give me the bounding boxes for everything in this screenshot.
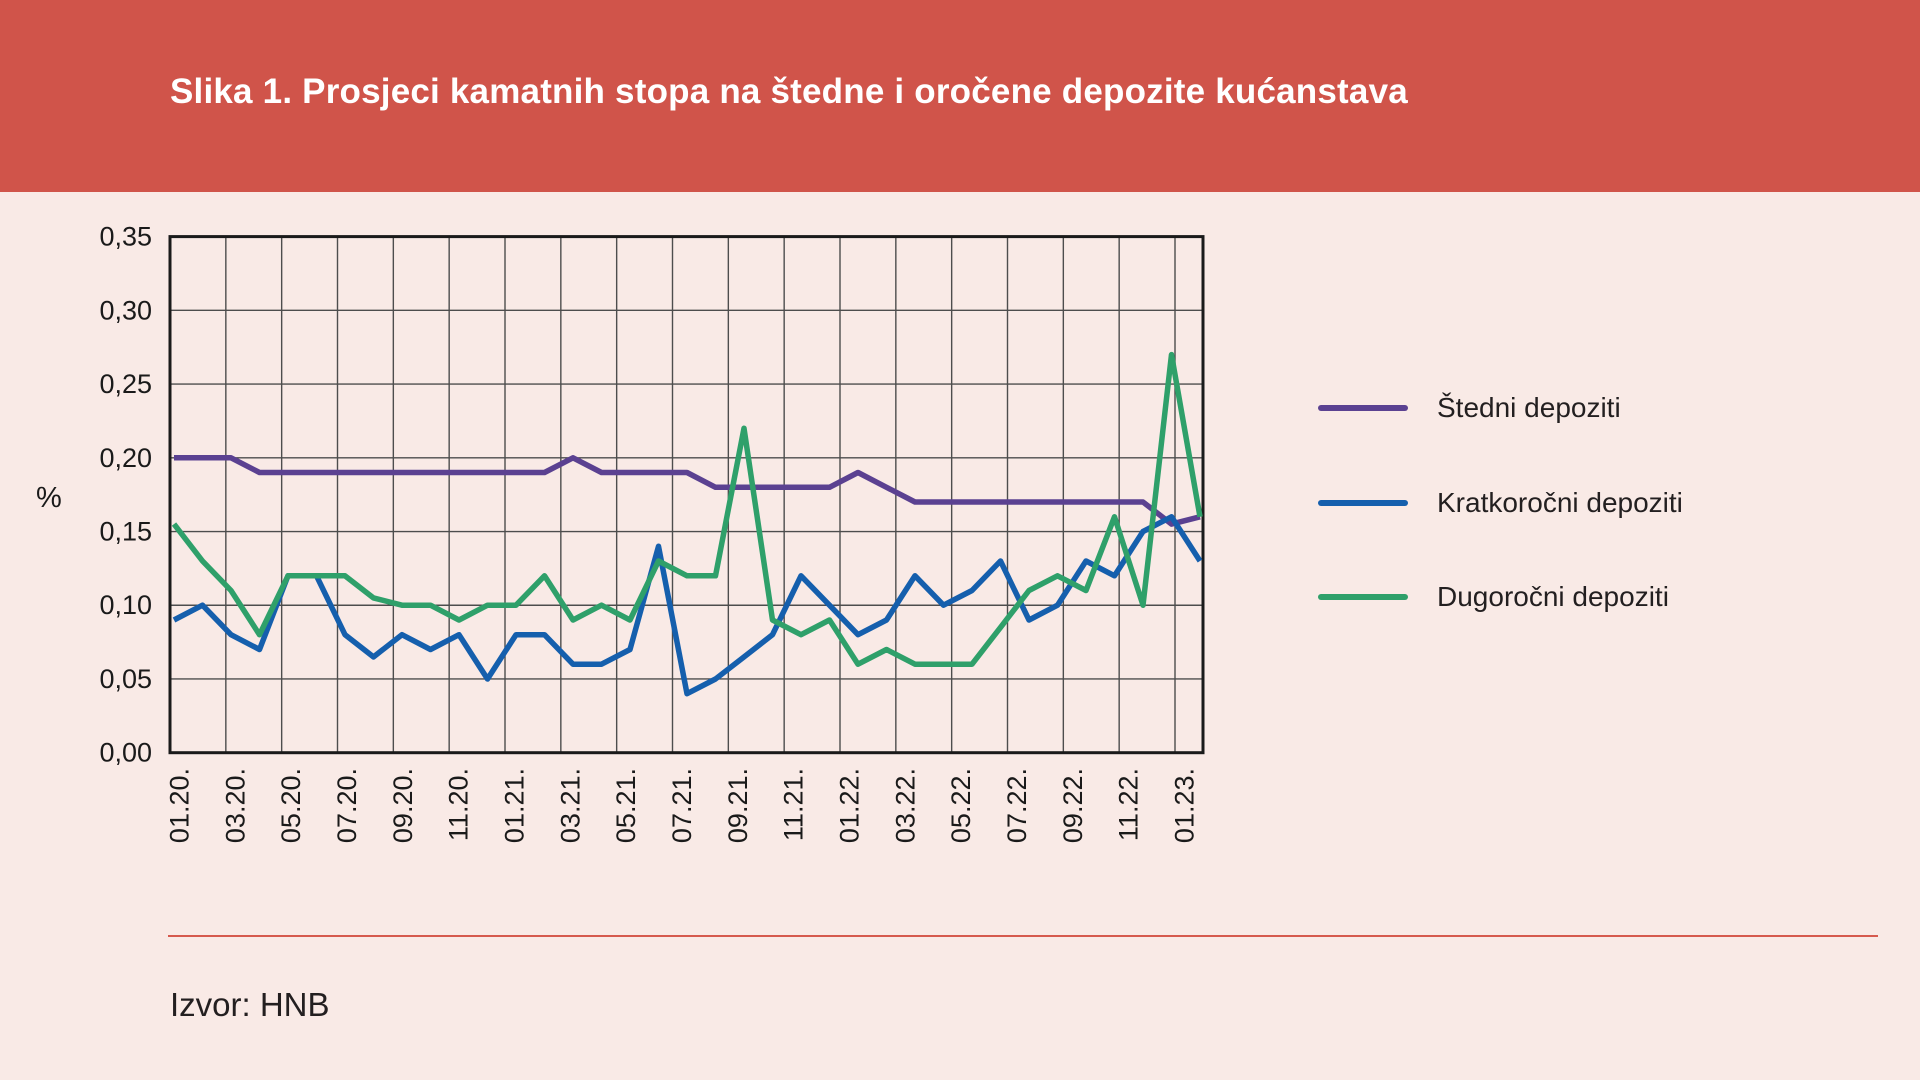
legend-item-dugorocni: Dugoročni depoziti bbox=[1318, 577, 1669, 617]
figure-title: Slika 1. Prosjeci kamatnih stopa na šted… bbox=[170, 72, 1408, 111]
y-tick-label: 0,30 bbox=[99, 295, 152, 325]
x-tick-label: 05.21. bbox=[611, 768, 641, 843]
x-tick-label: 03.22. bbox=[890, 768, 920, 843]
title-banner: Slika 1. Prosjeci kamatnih stopa na šted… bbox=[0, 0, 1920, 192]
x-tick-label: 03.21. bbox=[555, 768, 585, 843]
x-tick-label: 01.21. bbox=[500, 768, 530, 843]
x-tick-label: 11.21. bbox=[779, 768, 809, 841]
x-tick-label: 01.22. bbox=[835, 768, 865, 843]
x-tick-label: 05.22. bbox=[946, 768, 976, 843]
legend-line-swatch bbox=[1318, 594, 1408, 600]
y-tick-label: 0,00 bbox=[99, 738, 152, 768]
source-note: Izvor: HNB bbox=[170, 986, 330, 1023]
x-tick-label: 05.20. bbox=[276, 768, 306, 843]
y-tick-label: 0,15 bbox=[99, 517, 152, 547]
legend-item-stedni: Štedni depoziti bbox=[1318, 388, 1621, 428]
x-tick-label: 07.22. bbox=[1002, 768, 1032, 843]
legend-item-kratkorocni: Kratkoročni depoziti bbox=[1318, 483, 1683, 523]
y-tick-label: 0,10 bbox=[99, 590, 152, 620]
legend-line-swatch bbox=[1318, 500, 1408, 506]
x-tick-label: 09.22. bbox=[1058, 768, 1088, 843]
x-tick-label: 11.20. bbox=[444, 768, 474, 841]
x-tick-label: 07.21. bbox=[667, 768, 697, 843]
footer-divider bbox=[168, 935, 1878, 937]
y-tick-label: 0,05 bbox=[99, 664, 152, 694]
legend-label: Štedni depoziti bbox=[1437, 392, 1621, 423]
series-line-1 bbox=[172, 514, 1203, 697]
plot-frame bbox=[168, 235, 1205, 755]
legend-label: Dugoročni depoziti bbox=[1437, 581, 1669, 612]
x-tick-label: 01.23. bbox=[1170, 768, 1200, 843]
series-line-2 bbox=[171, 351, 1203, 667]
x-tick-label: 07.20. bbox=[332, 768, 362, 843]
y-tick-label: 0,25 bbox=[99, 369, 152, 399]
series-line-0 bbox=[174, 455, 1201, 527]
y-tick-label: 0,20 bbox=[99, 443, 152, 473]
y-tick-label: 0,35 bbox=[99, 222, 152, 252]
x-tick-label: 09.21. bbox=[723, 768, 753, 843]
legend-label: Kratkoročni depoziti bbox=[1437, 487, 1683, 518]
chart-legend: Štedni depoziti Kratkoročni depoziti Dug… bbox=[1318, 0, 1878, 700]
y-axis-unit-label: % bbox=[36, 482, 62, 514]
legend-line-swatch bbox=[1318, 405, 1408, 411]
x-tick-label: 01.20. bbox=[165, 768, 195, 843]
x-tick-label: 11.22. bbox=[1114, 768, 1144, 841]
x-tick-label: 03.20. bbox=[220, 768, 250, 843]
x-tick-label: 09.20. bbox=[388, 768, 418, 843]
